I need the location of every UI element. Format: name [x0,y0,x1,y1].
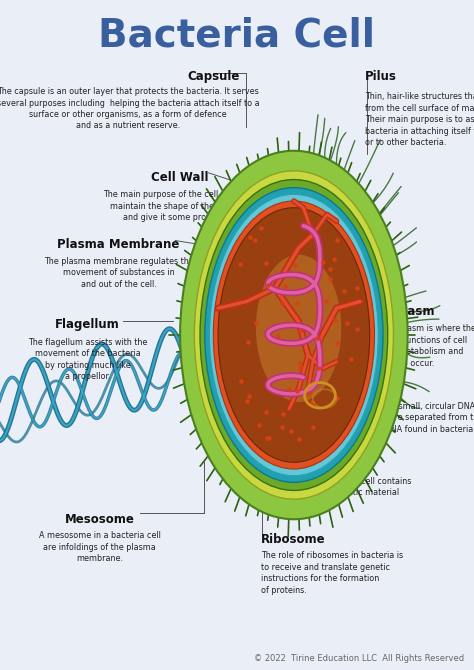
Text: © 2022  Tirine Education LLC  All Rights Reserved: © 2022 Tirine Education LLC All Rights R… [255,655,465,663]
Text: The plasma membrane regulates the
movement of substances in
and out of the cell.: The plasma membrane regulates the moveme… [44,257,193,289]
Text: Mesosome: Mesosome [64,513,135,525]
Text: Thin, hair-like structures that protrude
from the cell surface of many bacteria.: Thin, hair-like structures that protrude… [365,92,474,147]
Text: Cytoplasm: Cytoplasm [365,305,435,318]
Text: The capsule is an outer layer that protects the bacteria. It serves
several purp: The capsule is an outer layer that prote… [0,87,259,131]
Ellipse shape [200,180,388,490]
Ellipse shape [256,255,341,402]
Text: Pilus: Pilus [365,70,397,83]
Text: A mesosome in a bacteria cell
are infoldings of the plasma
membrane.: A mesosome in a bacteria cell are infold… [38,531,161,563]
Text: Ribosome: Ribosome [261,533,325,545]
Text: The role of ribosomes in bacteria is
to receive and translate genetic
instructio: The role of ribosomes in bacteria is to … [261,551,403,595]
Ellipse shape [210,194,378,476]
Ellipse shape [180,151,408,519]
Text: The flagellum assists with the
movement of the bacteria
by rotating much like
a : The flagellum assists with the movement … [28,338,147,381]
Text: Bacteria Cell: Bacteria Cell [99,17,375,55]
Text: Plasmid: Plasmid [327,383,379,396]
Ellipse shape [213,201,374,469]
Text: The plasmids are small, circular DNA
molecules that are separated from the
chrom: The plasmids are small, circular DNA mol… [327,402,474,434]
Text: This region in a bacteria cell contains
most or all of the genetic material
(DNA: This region in a bacteria cell contains … [261,477,411,509]
Text: Plasma Membrane: Plasma Membrane [57,238,180,251]
Ellipse shape [205,188,383,482]
Text: Nucleoid: Nucleoid [261,458,319,471]
Text: Capsule: Capsule [187,70,239,83]
Ellipse shape [194,171,393,499]
Ellipse shape [218,208,370,462]
Text: The main purpose of the cell wall is to
maintain the shape of the bacteria
and g: The main purpose of the cell wall is to … [103,190,257,222]
Text: Cell Wall: Cell Wall [151,171,209,184]
Text: Flagellum: Flagellum [55,318,120,331]
Text: The cytoplasm is where the
essential functions of cell
growth, metabolism and
re: The cytoplasm is where the essential fun… [365,324,474,368]
